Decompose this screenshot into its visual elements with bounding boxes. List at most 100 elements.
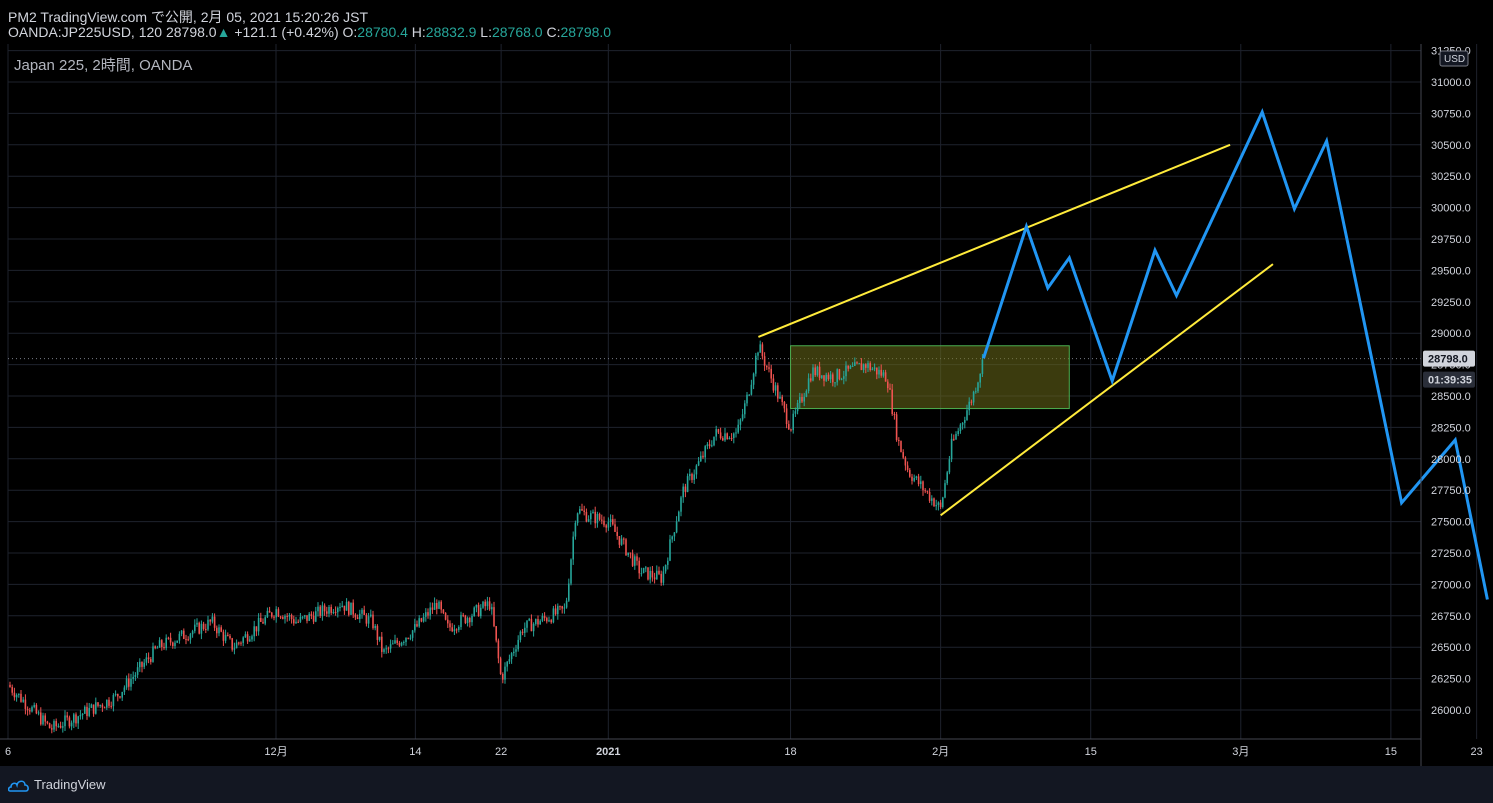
candle-body <box>471 616 473 623</box>
candle <box>953 434 955 442</box>
candle-body <box>117 693 119 697</box>
candle-body <box>506 661 508 667</box>
candle-body <box>249 639 251 642</box>
candle-body <box>561 606 563 609</box>
candle-body <box>537 619 539 625</box>
candle <box>414 618 416 633</box>
candle-body <box>713 436 715 446</box>
candle-body <box>658 570 660 574</box>
candle <box>92 704 95 717</box>
ohlc-legend: OANDA:JP225USD, 120 28798.0▲ +121.1 (+0.… <box>8 24 611 40</box>
candle <box>614 518 616 532</box>
trendline-lower[interactable] <box>940 263 1274 517</box>
candle <box>834 381 836 388</box>
tradingview-brand[interactable]: TradingView <box>8 777 106 792</box>
projection-line[interactable] <box>982 108 1489 600</box>
trendline-upper[interactable] <box>758 143 1231 338</box>
candle-body <box>539 620 541 625</box>
candle <box>57 723 60 728</box>
candle <box>264 615 266 626</box>
tradingview-cloud-icon <box>8 779 29 792</box>
candle-body <box>524 627 526 633</box>
candle-body <box>409 637 412 639</box>
candle <box>266 607 269 619</box>
candle <box>684 483 687 498</box>
candle <box>658 566 660 576</box>
projection-path[interactable] <box>982 108 1489 600</box>
candle-body <box>834 382 836 384</box>
candle-body <box>400 642 403 646</box>
candle-body <box>770 368 772 379</box>
candle-body <box>757 352 759 356</box>
candle <box>405 637 407 646</box>
candle-body <box>326 611 328 614</box>
candle <box>242 636 244 647</box>
candle-body <box>823 375 825 381</box>
y-tick-label: 26000.0 <box>1431 705 1471 717</box>
candle-body <box>845 365 847 377</box>
candle <box>330 604 332 616</box>
candle <box>636 553 638 566</box>
candle <box>20 689 22 703</box>
candle-body <box>678 511 680 522</box>
currency-badge[interactable]: USD <box>1439 50 1469 67</box>
candle <box>651 565 654 582</box>
candle-body <box>198 622 200 634</box>
candle-body <box>970 401 973 403</box>
candle <box>229 633 231 640</box>
candle-body <box>882 372 885 376</box>
candle-body <box>975 391 977 393</box>
candle <box>64 710 66 732</box>
candle <box>198 621 200 635</box>
candle <box>15 693 18 702</box>
candle-body <box>484 601 486 607</box>
candle <box>895 411 898 442</box>
candle-body <box>255 626 258 632</box>
candle <box>867 360 869 373</box>
candle <box>737 419 739 434</box>
candle <box>165 634 167 651</box>
trendlines[interactable] <box>758 143 1274 517</box>
candle <box>442 609 445 615</box>
candle-body <box>411 630 414 638</box>
candle <box>130 673 132 691</box>
candle-body <box>785 408 788 425</box>
candle <box>865 363 867 374</box>
price-chart[interactable]: 31250.031000.030750.030500.030250.030000… <box>0 0 1493 766</box>
candle <box>656 565 658 580</box>
candle <box>735 428 737 438</box>
candle-body <box>827 374 830 380</box>
candle <box>286 613 288 622</box>
candle-body <box>398 642 401 646</box>
candle <box>381 632 383 658</box>
candle <box>152 642 154 663</box>
candle <box>818 361 821 381</box>
candle <box>673 532 676 542</box>
candle-body <box>334 611 337 613</box>
candle <box>970 399 973 406</box>
candle-body <box>101 704 104 708</box>
y-tick-label: 31000.0 <box>1431 77 1471 89</box>
candle <box>592 509 594 514</box>
candle <box>356 614 359 620</box>
candle <box>856 361 858 365</box>
candle <box>939 499 942 510</box>
candle-body <box>884 372 887 382</box>
candle <box>367 612 370 628</box>
candle-body <box>724 433 726 441</box>
candle-body <box>746 394 748 404</box>
candle <box>277 607 280 618</box>
candle <box>623 537 625 545</box>
candle-body <box>715 429 717 437</box>
candle-body <box>592 511 594 514</box>
candle <box>557 603 559 620</box>
candle-body <box>381 636 383 652</box>
candle-body <box>880 369 882 376</box>
candle <box>741 408 744 422</box>
candle <box>185 634 187 645</box>
candle-body <box>218 627 220 634</box>
candle-body <box>128 678 130 687</box>
candle <box>781 394 783 406</box>
candle-body <box>917 476 920 485</box>
candle <box>524 622 526 638</box>
